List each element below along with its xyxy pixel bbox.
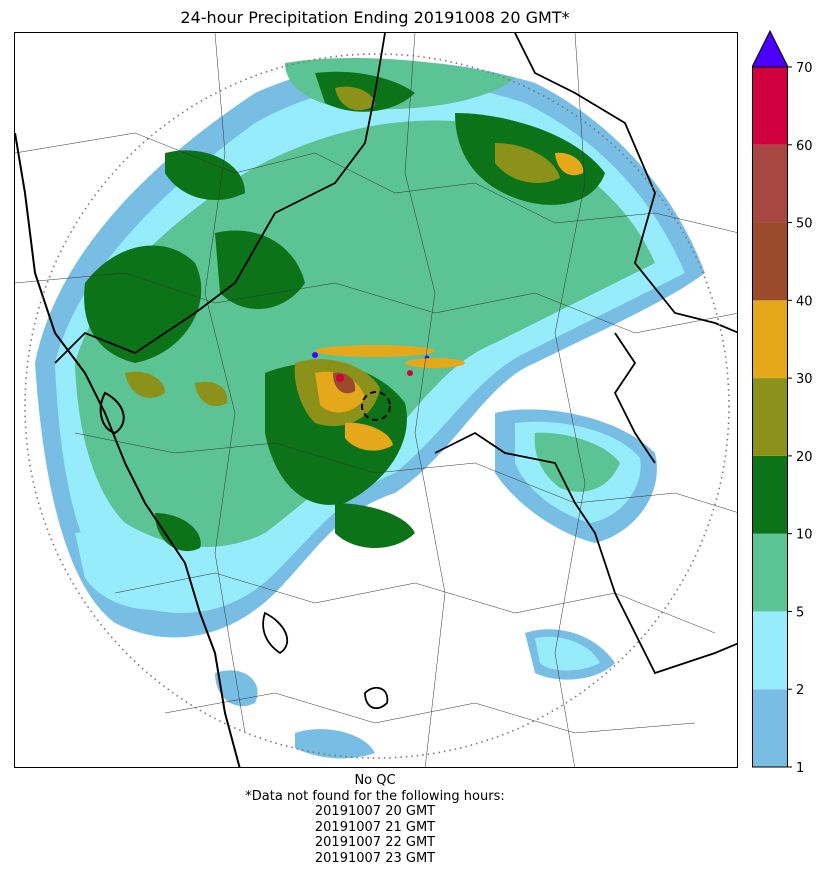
colorbar-tick-label: 20: [796, 450, 813, 465]
radar-site-marker: [361, 391, 391, 421]
colorbar-bin: [752, 67, 788, 145]
colorbar-tick-label: 40: [796, 294, 813, 309]
precipitation-map: [14, 32, 738, 768]
colorbar-bin: [752, 455, 788, 534]
colorbar-tick-label: 30: [796, 372, 813, 387]
colorbar-outline: [752, 66, 788, 768]
map-footer: No QC *Data not found for the following …: [0, 773, 750, 866]
colorbar-bin: [752, 533, 788, 612]
precipitation-colorbar: 1 2 5 10 20 30 40 50 60 70: [752, 30, 813, 775]
radar-map-canvas: [15, 33, 737, 767]
radar-range-ring: [24, 53, 730, 759]
colorbar-bin: [752, 144, 788, 223]
colorbar-bin: [752, 300, 788, 379]
convective-line: [315, 345, 465, 368]
colorbar-bin: [752, 222, 788, 301]
colorbar-bin: [752, 689, 788, 767]
colorbar-extend-triangle: [752, 30, 789, 68]
precip-60-70-mm: [336, 370, 413, 382]
missing-hour: 20191007 20 GMT: [314, 804, 436, 819]
colorbar-tick-label: 70: [796, 61, 813, 76]
colorbar-bin: [752, 611, 788, 690]
colorbar-tick-label: 1: [796, 761, 804, 775]
precipitation-layer: [35, 58, 705, 759]
coastline: [15, 132, 241, 767]
missing-hour: 20191007 22 GMT: [314, 835, 436, 850]
qc-status: No QC: [354, 773, 396, 788]
colorbar-tick-label: 10: [796, 528, 813, 543]
colorbar-tick-label: 5: [796, 605, 804, 620]
state-boundaries: [54, 33, 737, 710]
precip-10-20-mm: [84, 71, 605, 552]
missing-data-note: *Data not found for the following hours:: [245, 788, 505, 804]
colorbar-tick-label: 2: [796, 683, 804, 698]
missing-hour: 20191007 23 GMT: [314, 850, 436, 866]
map-title: 24-hour Precipitation Ending 20191008 20…: [180, 8, 570, 27]
colorbar-tick-label: 50: [796, 217, 813, 232]
colorbar-bin: [752, 378, 788, 456]
missing-hour: 20191007 21 GMT: [314, 819, 436, 835]
colorbar-tick-label: 60: [796, 139, 813, 154]
